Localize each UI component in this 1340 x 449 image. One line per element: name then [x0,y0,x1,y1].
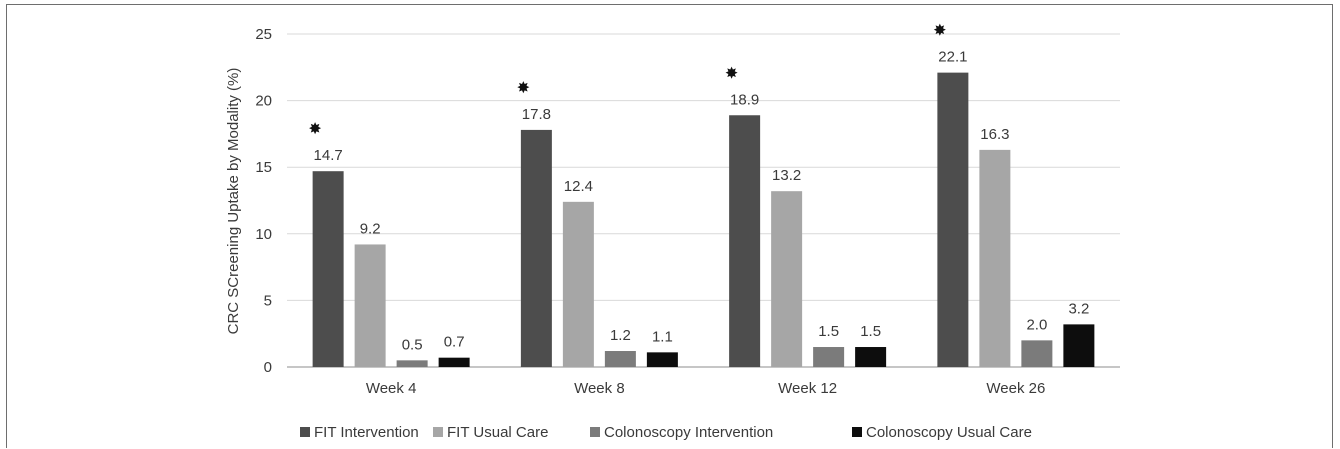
data-label: 18.9 [730,91,759,108]
bar [520,129,552,367]
legend-label: Colonoscopy Intervention [604,424,773,441]
category-label: Week 12 [778,380,837,397]
significance-marker: ✸ [308,121,321,138]
data-label: 13.2 [772,167,801,184]
data-label: 1.5 [860,323,881,340]
bar [354,244,386,367]
bar [813,347,845,367]
data-label: 9.2 [360,220,381,237]
significance-marker: ✸ [517,80,530,97]
data-label: 2.0 [1026,316,1047,333]
data-label: 1.2 [610,327,631,344]
y-tick-label: 25 [255,26,272,43]
data-labels: 14.7 9.2 0.5 0.7 17.8 12.4 1.2 1.1 18.9 13.2 1.5 1.… [314,49,1090,354]
bar [1063,324,1095,367]
bar [771,191,803,367]
data-label: 3.2 [1068,300,1089,317]
significance-marker: ✸ [933,23,946,40]
chart-frame [6,4,1333,448]
y-tick-label: 20 [255,93,272,110]
significance-markers: ✸ ✸ ✸ ✸ [308,23,946,139]
data-label: 14.7 [314,147,343,164]
data-label: 16.3 [980,126,1009,143]
y-tick-label: 0 [264,359,272,376]
legend-label: FIT Usual Care [447,424,548,441]
data-label: 22.1 [938,49,967,66]
bars [312,72,1095,368]
legend-label: Colonoscopy Usual Care [866,424,1032,441]
bar [604,351,636,367]
data-label: 12.4 [564,178,593,195]
category-label: Week 8 [574,380,625,397]
data-label: 0.5 [402,336,423,353]
bar [855,347,887,367]
y-axis-ticks: 0 5 10 15 20 25 [255,26,272,376]
data-label: 1.5 [818,323,839,340]
bar [729,115,761,367]
bar [312,171,344,367]
bar [562,201,594,367]
category-labels: Week 4 Week 8 Week 12 Week 26 [366,380,1046,397]
data-label: 17.8 [522,106,551,123]
legend-swatch [433,427,443,437]
legend-swatch [590,427,600,437]
legend-swatch [300,427,310,437]
bar [937,72,969,368]
significance-marker: ✸ [725,65,738,82]
bar [438,357,470,367]
legend: FIT Intervention FIT Usual Care Colonoscop… [300,424,1032,441]
y-tick-label: 5 [264,292,272,309]
legend-swatch [852,427,862,437]
legend-label: FIT Intervention [314,424,419,441]
bar [396,360,428,367]
data-label: 1.1 [652,328,673,345]
bar [646,352,678,367]
y-axis-title: CRC SCreening Uptake by Modality (%) [225,68,242,335]
data-label: 0.7 [444,334,465,351]
bar [979,149,1011,367]
bar [1021,340,1053,367]
category-label: Week 4 [366,380,417,397]
category-label: Week 26 [986,380,1045,397]
y-tick-label: 10 [255,226,272,243]
y-tick-label: 15 [255,159,272,176]
